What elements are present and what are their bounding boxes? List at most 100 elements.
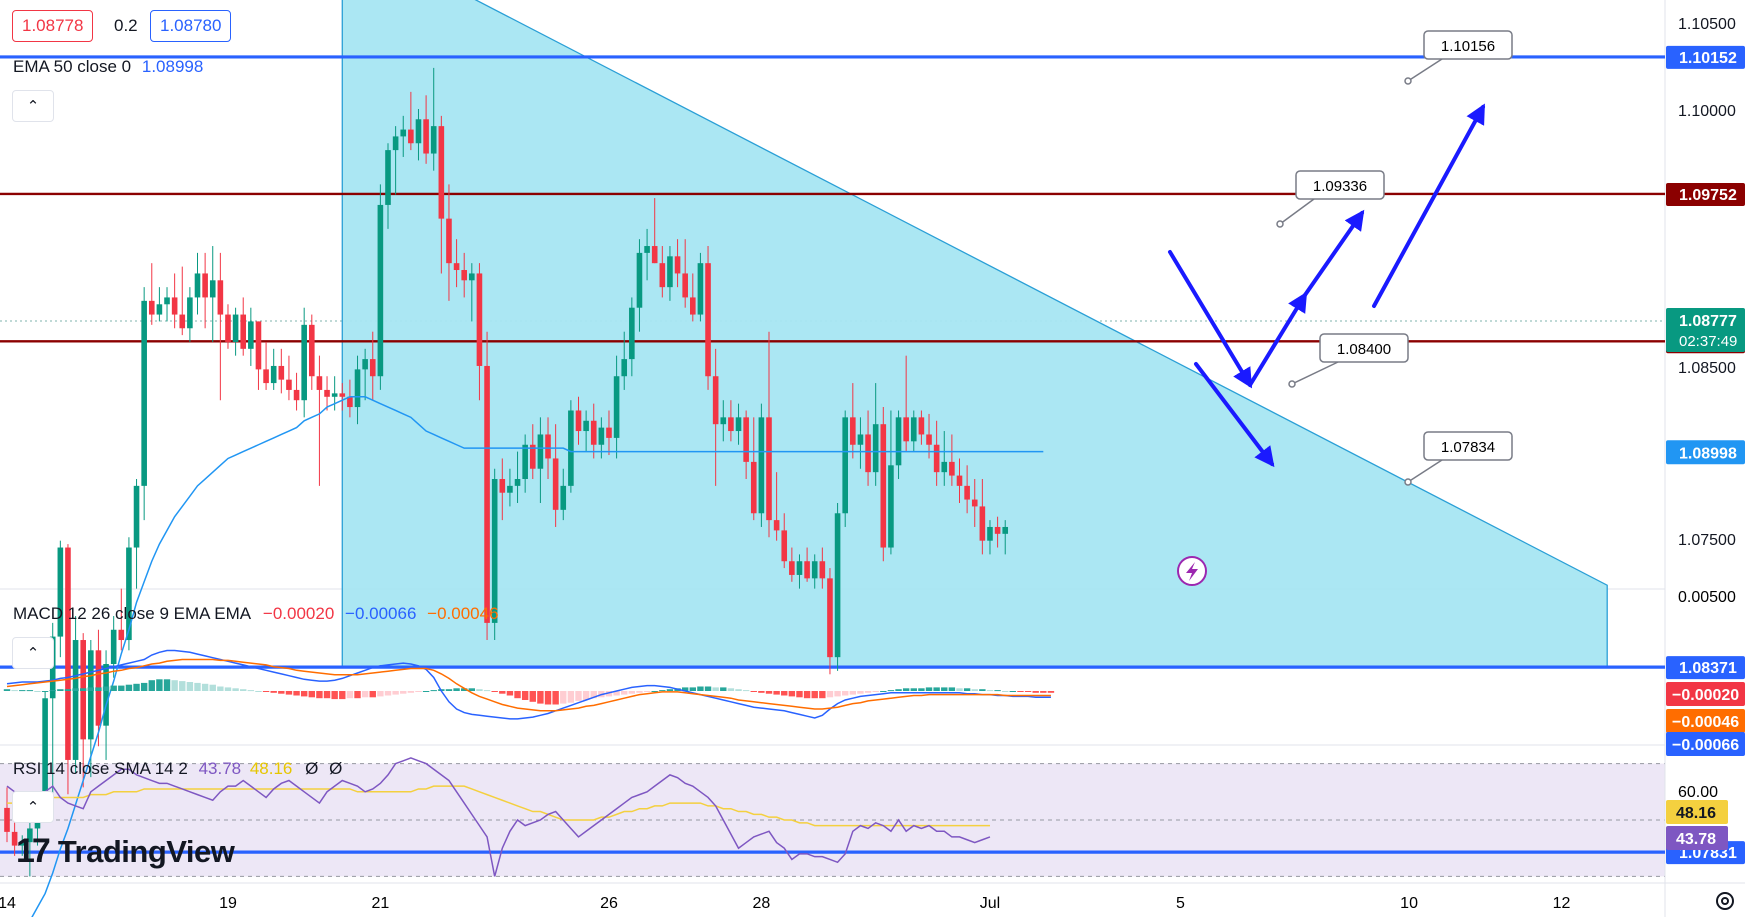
candle-body: [773, 520, 780, 531]
ema50-line: [31, 396, 1044, 917]
candle-body: [697, 263, 704, 315]
macd-hist-bar: [369, 691, 376, 698]
candle-body: [926, 434, 932, 445]
rsi-legend-label: RSI 14 close SMA 14 2: [13, 759, 188, 778]
candle: [750, 417, 757, 521]
macd-hist-bar: [163, 679, 171, 691]
macd-hist-bar: [941, 687, 948, 691]
collapse-macd-button[interactable]: ⌃: [12, 637, 54, 669]
macd-hist-bar: [902, 688, 910, 691]
macd-hist-bar: [3, 689, 11, 691]
candle: [850, 383, 856, 459]
candle: [57, 540, 64, 658]
candle-body: [240, 314, 247, 349]
macd-badge-bg: [1666, 709, 1745, 733]
candle-body: [644, 246, 650, 253]
candle-body: [667, 256, 673, 288]
candle: [758, 403, 765, 527]
macd-hist-bar: [354, 691, 361, 699]
macd-hist-bar: [750, 691, 757, 692]
ask-price-box[interactable]: 1.08780: [150, 10, 232, 42]
macd-hist-bar: [262, 691, 270, 692]
callout-box: [1423, 431, 1513, 461]
macd-hist-bar: [72, 688, 79, 691]
candle: [148, 263, 155, 325]
macd-hist-bar: [697, 686, 704, 691]
candle-body: [568, 410, 574, 486]
callout-leader: [1291, 361, 1339, 385]
projection-arrow: [1372, 103, 1485, 308]
macd-hist-bar: [720, 687, 727, 691]
candle-body: [880, 424, 887, 548]
level-badge: 1.08371: [1666, 656, 1745, 680]
bid-price-box[interactable]: 1.08778: [12, 10, 94, 42]
ema-legend[interactable]: EMA 50 close 0 1.08998: [13, 57, 203, 77]
macd-hist-bar: [300, 691, 308, 697]
candle: [773, 472, 780, 541]
candle: [697, 252, 704, 322]
candle: [994, 516, 1001, 548]
candle: [179, 266, 186, 336]
macd-hist-bar: [95, 687, 102, 691]
candle-body: [65, 547, 71, 760]
candle-body: [171, 297, 178, 315]
candle: [19, 835, 26, 856]
time-tick-label: 5: [1176, 895, 1185, 912]
macd-hist-bar: [1017, 691, 1024, 692]
macd-hist-bar: [613, 691, 620, 696]
candle: [895, 410, 902, 480]
macd-hist-bar: [339, 691, 346, 700]
candle: [933, 420, 940, 486]
current-price-badge: 1.08777 02:37:49: [1666, 308, 1745, 352]
macd-hist-bar: [171, 680, 178, 691]
callout-anchor: [1404, 478, 1412, 486]
candle-body: [979, 506, 986, 541]
candle-body: [476, 273, 483, 366]
candle-body: [956, 475, 963, 486]
rsi-badge-bg: [1666, 800, 1728, 824]
bar-countdown: 02:37:49: [1679, 333, 1737, 350]
candle-body: [728, 417, 734, 432]
candle: [735, 403, 742, 445]
macd-hist-bar: [979, 689, 986, 691]
collapse-main-button[interactable]: ⌃: [12, 90, 54, 122]
candle: [339, 383, 346, 411]
macd-hist-bar: [468, 688, 476, 691]
macd-hist-bar: [864, 691, 872, 693]
ema-badge: 1.08998: [1666, 440, 1745, 465]
candle: [301, 307, 307, 418]
candle: [11, 821, 18, 856]
macd-hist-bar: [34, 691, 41, 692]
macd-hist-bar: [26, 690, 34, 692]
macd-hist-bar: [445, 689, 453, 691]
candle-body: [133, 485, 140, 548]
macd-hist-bar: [461, 688, 468, 691]
macd-legend[interactable]: MACD 12 26 close 9 EMA EMA −0.00020 −0.0…: [13, 604, 499, 624]
candle: [712, 348, 719, 486]
macd-hist-bar: [1032, 691, 1039, 693]
macd-hist-bar: [735, 689, 742, 691]
macd-hist-bar: [346, 691, 354, 699]
macd-hist-bar: [285, 691, 293, 695]
projection-arrow: [1194, 362, 1275, 468]
candle: [522, 434, 528, 493]
rsi-tick-label: 60.00: [1678, 784, 1718, 801]
macd-hist-bar: [895, 689, 902, 691]
rsi-legend[interactable]: RSI 14 close SMA 14 2 43.78 48.16 Ø Ø: [13, 759, 342, 779]
projection-arrow: [1303, 209, 1365, 297]
candle-body: [362, 359, 368, 370]
candle-body: [750, 461, 757, 514]
macd-hist-bar: [758, 691, 765, 693]
collapse-rsi-button[interactable]: ⌃: [12, 791, 54, 823]
candle: [126, 537, 132, 651]
candle-body: [575, 410, 582, 432]
chevron-up-icon: ⌃: [26, 645, 40, 662]
candle-body: [209, 280, 216, 298]
macd-hist-bar: [765, 691, 773, 694]
candle-body: [339, 393, 346, 397]
callout-label: 1.07834: [1441, 439, 1495, 456]
candle: [248, 307, 254, 366]
candle-body: [949, 461, 955, 476]
candle: [621, 331, 628, 390]
